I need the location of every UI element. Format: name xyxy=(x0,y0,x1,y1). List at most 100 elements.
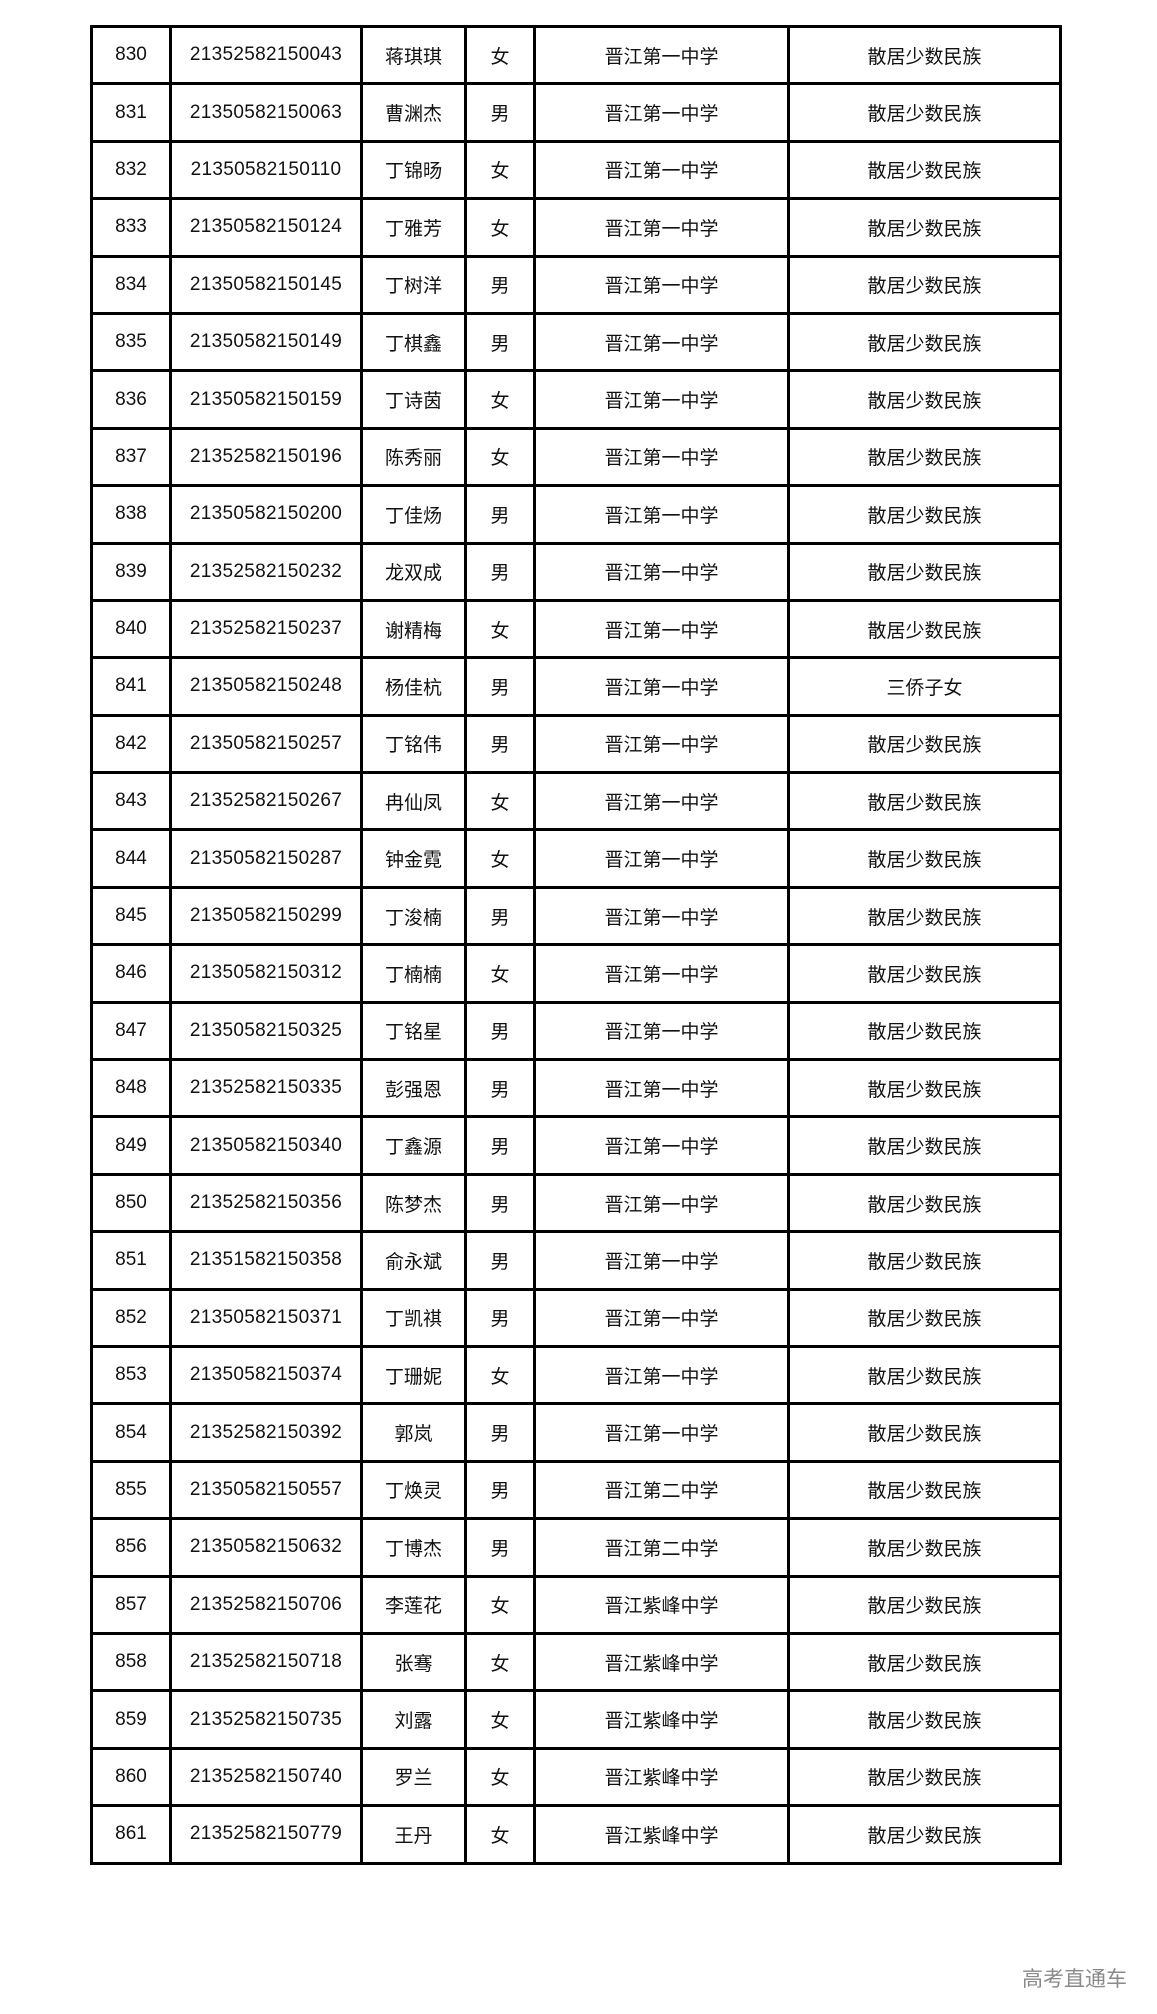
school-cell: 晋江第一中学 xyxy=(533,1402,790,1463)
row-number-cell: 861 xyxy=(90,1804,172,1865)
row-number-cell: 856 xyxy=(90,1517,172,1578)
row-number-cell: 847 xyxy=(90,1000,172,1062)
school-cell: 晋江第二中学 xyxy=(533,1517,790,1578)
table-row: 859 21352582150735 刘露女晋江紫峰中学 散居少数民族 xyxy=(90,1689,1062,1750)
school-cell: 晋江紫峰中学 xyxy=(533,1631,790,1693)
table-row: 839 21352582150232 龙双成男晋江第一中学 散居少数民族 xyxy=(90,541,1062,602)
school-cell: 晋江第一中学 xyxy=(533,254,790,315)
category-cell: 散居少数民族 xyxy=(787,1344,1062,1406)
gender-cell: 男 xyxy=(464,656,536,717)
row-number-cell: 831 xyxy=(90,82,172,143)
category-cell: 散居少数民族 xyxy=(787,139,1062,201)
row-number-cell: 846 xyxy=(90,943,172,1004)
row-number-cell: 850 xyxy=(90,1172,172,1234)
gender-cell: 男 xyxy=(464,1000,536,1062)
exam-id-cell: 21352582150706 xyxy=(169,1574,363,1635)
student-name-cell: 陈秀丽 xyxy=(360,426,467,488)
exam-id-cell: 21350582150632 xyxy=(169,1517,363,1578)
row-number-cell: 839 xyxy=(90,541,172,602)
gender-cell: 男 xyxy=(464,1459,536,1521)
student-name-cell: 刘露 xyxy=(360,1689,467,1750)
exam-id-cell: 21352582150740 xyxy=(169,1746,363,1808)
gender-cell: 女 xyxy=(464,1746,536,1808)
category-cell: 散居少数民族 xyxy=(787,1631,1062,1693)
gender-cell: 男 xyxy=(464,1172,536,1234)
student-name-cell: 丁珊妮 xyxy=(360,1344,467,1406)
table-row: 848 21352582150335 彭强恩男晋江第一中学 散居少数民族 xyxy=(90,1058,1062,1119)
gender-cell: 男 xyxy=(464,1517,536,1578)
row-number-cell: 833 xyxy=(90,197,172,258)
table-row: 852 21350582150371 丁凯祺男晋江第一中学 散居少数民族 xyxy=(90,1287,1062,1348)
school-cell: 晋江第一中学 xyxy=(533,24,790,86)
table-row: 851 21351582150358 俞永斌男晋江第一中学 散居少数民族 xyxy=(90,1230,1062,1291)
student-name-cell: 钟金霓 xyxy=(360,828,467,889)
category-cell: 散居少数民族 xyxy=(787,197,1062,258)
exam-id-cell: 21351582150358 xyxy=(169,1230,363,1291)
category-cell: 散居少数民族 xyxy=(787,1402,1062,1463)
gender-cell: 女 xyxy=(464,1689,536,1750)
gender-cell: 女 xyxy=(464,1631,536,1693)
gender-cell: 女 xyxy=(464,426,536,488)
table-row: 847 21350582150325 丁铭星男晋江第一中学 散居少数民族 xyxy=(90,1000,1062,1062)
table-row: 837 21352582150196 陈秀丽女晋江第一中学 散居少数民族 xyxy=(90,426,1062,488)
row-number-cell: 834 xyxy=(90,254,172,315)
gender-cell: 男 xyxy=(464,484,536,545)
student-name-cell: 罗兰 xyxy=(360,1746,467,1808)
table-row: 849 21350582150340 丁鑫源男晋江第一中学 散居少数民族 xyxy=(90,1115,1062,1176)
student-name-cell: 丁浚楠 xyxy=(360,885,467,947)
gender-cell: 男 xyxy=(464,1287,536,1348)
row-number-cell: 848 xyxy=(90,1058,172,1119)
student-name-cell: 丁鑫源 xyxy=(360,1115,467,1176)
exam-id-cell: 21352582150779 xyxy=(169,1804,363,1865)
gender-cell: 女 xyxy=(464,1344,536,1406)
gender-cell: 女 xyxy=(464,139,536,201)
gender-cell: 男 xyxy=(464,713,536,775)
gender-cell: 女 xyxy=(464,1804,536,1865)
student-name-cell: 郭岚 xyxy=(360,1402,467,1463)
row-number-cell: 843 xyxy=(90,771,172,832)
row-number-cell: 837 xyxy=(90,426,172,488)
row-number-cell: 835 xyxy=(90,311,172,373)
exam-id-cell: 21352582150267 xyxy=(169,771,363,832)
school-cell: 晋江第一中学 xyxy=(533,197,790,258)
exam-id-cell: 21350582150149 xyxy=(169,311,363,373)
exam-id-cell: 21352582150043 xyxy=(169,24,363,86)
student-name-cell: 丁棋鑫 xyxy=(360,311,467,373)
row-number-cell: 851 xyxy=(90,1230,172,1291)
table-row: 843 21352582150267 冉仙凤女晋江第一中学 散居少数民族 xyxy=(90,771,1062,832)
student-name-cell: 丁树洋 xyxy=(360,254,467,315)
category-cell: 散居少数民族 xyxy=(787,885,1062,947)
school-cell: 晋江第一中学 xyxy=(533,1000,790,1062)
category-cell: 散居少数民族 xyxy=(787,541,1062,602)
category-cell: 散居少数民族 xyxy=(787,311,1062,373)
table-row: 855 21350582150557 丁焕灵男晋江第二中学 散居少数民族 xyxy=(90,1459,1062,1521)
category-cell: 散居少数民族 xyxy=(787,484,1062,545)
table-row: 838 21350582150200 丁佳炀男晋江第一中学 散居少数民族 xyxy=(90,484,1062,545)
table-row: 845 21350582150299 丁浚楠男晋江第一中学 散居少数民族 xyxy=(90,885,1062,947)
school-cell: 晋江紫峰中学 xyxy=(533,1574,790,1635)
category-cell: 散居少数民族 xyxy=(787,1746,1062,1808)
category-cell: 散居少数民族 xyxy=(787,426,1062,488)
student-name-cell: 王丹 xyxy=(360,1804,467,1865)
exam-id-cell: 21352582150335 xyxy=(169,1058,363,1119)
row-number-cell: 858 xyxy=(90,1631,172,1693)
exam-id-cell: 21350582150200 xyxy=(169,484,363,545)
student-name-cell: 龙双成 xyxy=(360,541,467,602)
school-cell: 晋江第一中学 xyxy=(533,1172,790,1234)
exam-id-cell: 21350582150124 xyxy=(169,197,363,258)
category-cell: 散居少数民族 xyxy=(787,1058,1062,1119)
gender-cell: 女 xyxy=(464,943,536,1004)
gender-cell: 女 xyxy=(464,598,536,660)
exam-id-cell: 21352582150232 xyxy=(169,541,363,602)
exam-id-cell: 21350582150159 xyxy=(169,369,363,430)
category-cell: 散居少数民族 xyxy=(787,713,1062,775)
student-name-cell: 丁佳炀 xyxy=(360,484,467,545)
exam-id-cell: 21350582150371 xyxy=(169,1287,363,1348)
school-cell: 晋江第一中学 xyxy=(533,541,790,602)
category-cell: 散居少数民族 xyxy=(787,254,1062,315)
school-cell: 晋江第一中学 xyxy=(533,1344,790,1406)
school-cell: 晋江第一中学 xyxy=(533,713,790,775)
row-number-cell: 859 xyxy=(90,1689,172,1750)
category-cell: 散居少数民族 xyxy=(787,1230,1062,1291)
school-cell: 晋江第一中学 xyxy=(533,426,790,488)
